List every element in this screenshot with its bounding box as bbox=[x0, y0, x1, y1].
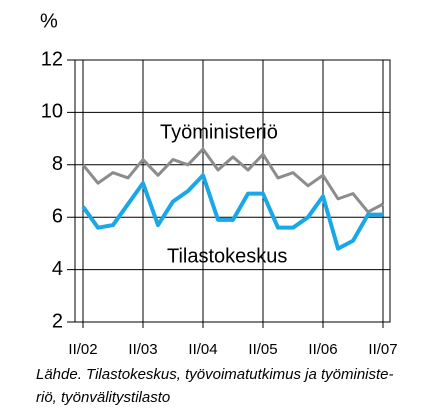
x-tick-label: II/03 bbox=[128, 341, 157, 358]
line-series bbox=[81, 147, 384, 214]
x-tick-label: II/05 bbox=[248, 341, 277, 358]
y-tick-label: 8 bbox=[52, 153, 63, 175]
source-line: Lähde. Tilastokeskus, työvoimatutkimus j… bbox=[36, 366, 394, 383]
x-tick-label: II/02 bbox=[68, 341, 97, 358]
line-series bbox=[81, 173, 383, 251]
y-unit-label: % bbox=[40, 10, 58, 32]
y-tick-label: 4 bbox=[52, 258, 63, 280]
x-tick-label: II/06 bbox=[308, 341, 337, 358]
y-tick-label: 6 bbox=[52, 205, 63, 227]
y-tick-label: 2 bbox=[52, 310, 63, 332]
series-label: Tilastokeskus bbox=[167, 245, 287, 267]
series-label: Työministeriö bbox=[160, 121, 278, 143]
y-tick-label: 12 bbox=[41, 48, 63, 70]
x-tick-label: II/04 bbox=[188, 341, 217, 358]
source-line: riö, työnvälitystilasto bbox=[36, 389, 170, 406]
source-note: Lähde. Tilastokeskus, työvoimatutkimus j… bbox=[36, 366, 394, 406]
x-tick-label: II/07 bbox=[368, 341, 397, 358]
plot-frame bbox=[74, 59, 391, 323]
y-tick-label: 10 bbox=[41, 101, 63, 123]
